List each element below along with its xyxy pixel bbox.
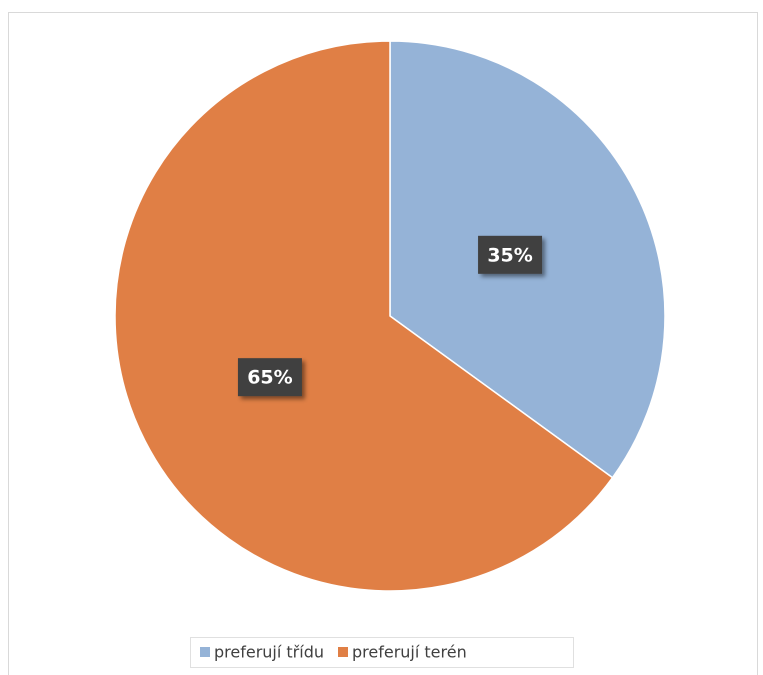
legend-label: preferují třídu bbox=[214, 643, 324, 662]
data-label: 35% bbox=[478, 235, 543, 274]
legend-swatch bbox=[200, 647, 210, 657]
data-label-text: 35% bbox=[487, 244, 532, 266]
legend-box bbox=[190, 637, 574, 668]
data-label-box bbox=[478, 235, 543, 274]
chart-frame bbox=[8, 12, 758, 675]
data-label-text: 65% bbox=[247, 367, 292, 389]
data-label: 65% bbox=[237, 358, 302, 397]
data-label-box bbox=[237, 358, 302, 397]
legend-swatch bbox=[338, 647, 348, 657]
legend-label: preferují terén bbox=[352, 643, 467, 662]
pie-slice bbox=[114, 40, 614, 592]
